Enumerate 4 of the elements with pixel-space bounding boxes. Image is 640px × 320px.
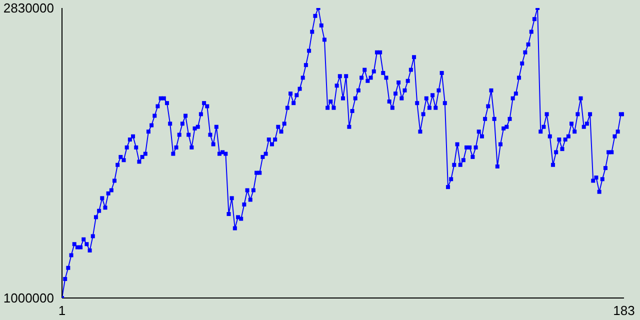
y-tick-label: 2830000 xyxy=(3,0,54,16)
x-tick-label: 1 xyxy=(58,303,66,318)
x-tick-label: 183 xyxy=(613,303,635,318)
y-tick-label: 1000000 xyxy=(3,290,54,306)
